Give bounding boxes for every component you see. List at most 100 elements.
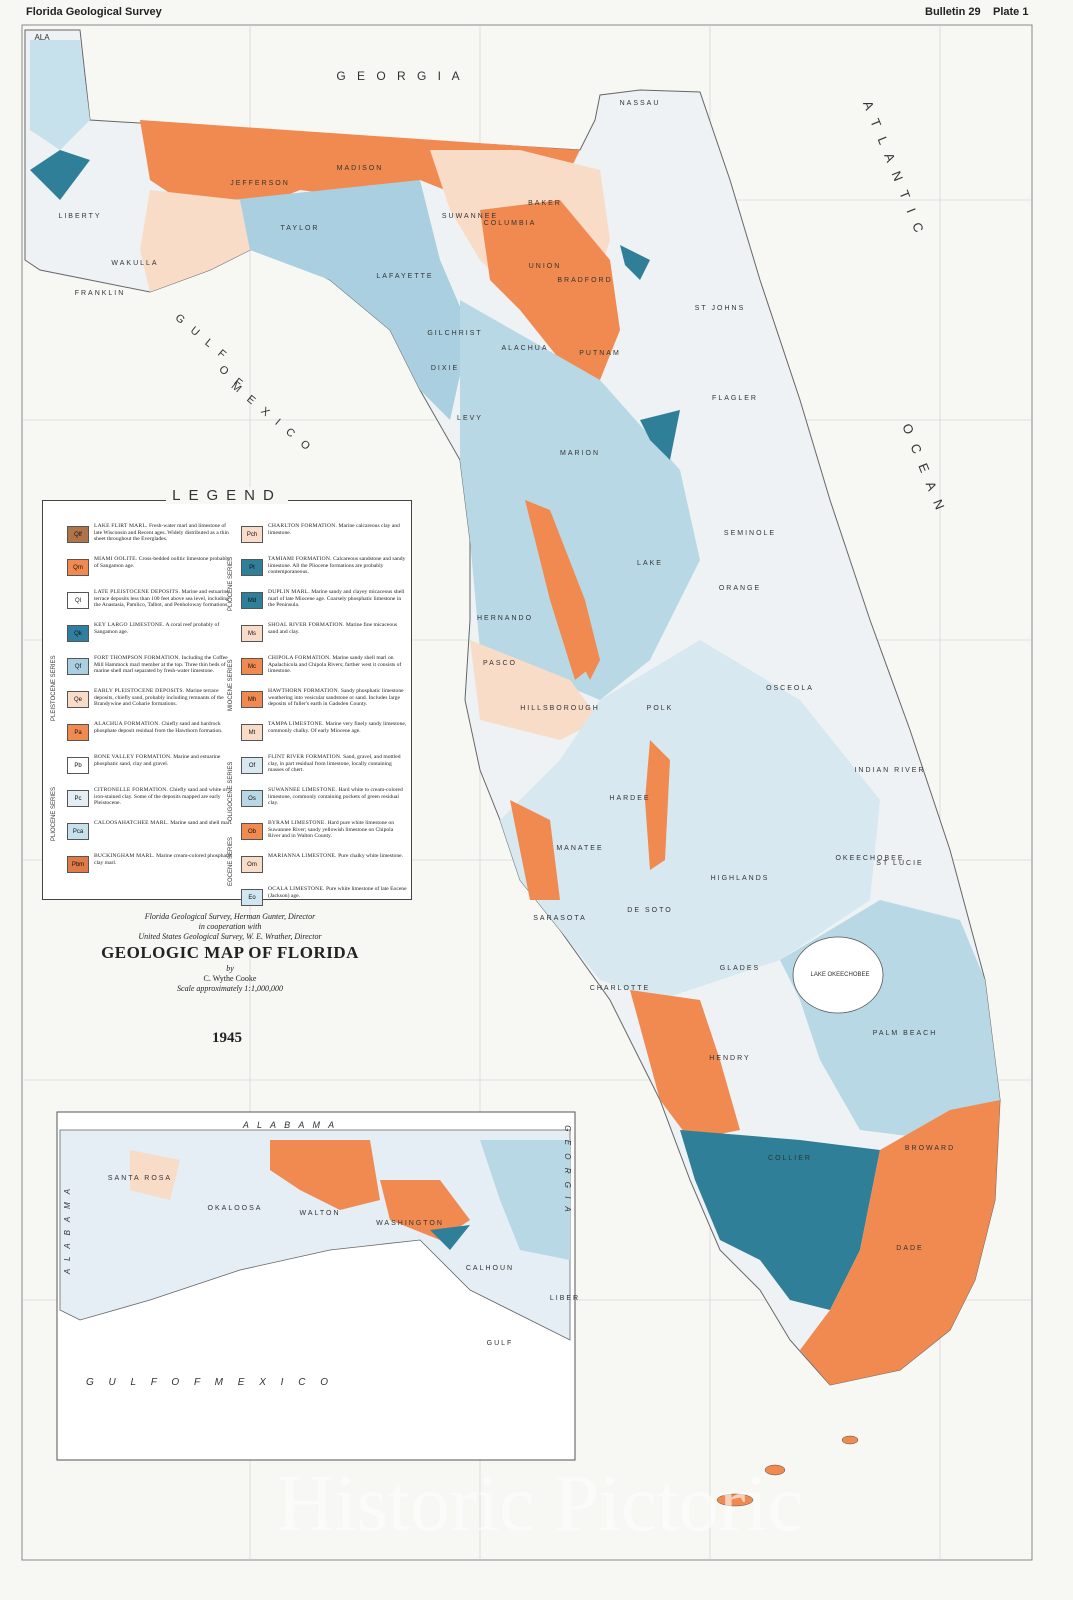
county-label: ST JOHNS	[695, 305, 746, 312]
county-label: OSCEOLA	[766, 685, 814, 692]
legend-item: Pch CHARLTON FORMATION. Marine calcareous…	[235, 523, 407, 556]
legend-item: Md DUPLIN MARL. Marine sandy and clayey m…	[235, 589, 407, 622]
county-label: HILLSBOROUGH	[520, 705, 600, 712]
legend-name: ALACHUA FORMATION.	[94, 721, 161, 727]
county-label: HARDEE	[609, 795, 650, 802]
county-label: PASCO	[483, 660, 517, 667]
header-plate: Plate 1	[993, 6, 1029, 18]
county-label: GLADES	[720, 965, 760, 972]
legend-name: CHIPOLA FORMATION.	[268, 655, 331, 661]
county-label: GULF	[487, 1340, 514, 1347]
county-label: HENDRY	[709, 1055, 750, 1062]
byline: by	[226, 964, 234, 973]
legend-item: Ob BYRAM LIMESTONE. Hard pure white limes…	[235, 820, 407, 853]
legend-item: Om MARIANNA LIMESTONE. Pure chalky white …	[235, 853, 407, 886]
map-label: ALA	[34, 33, 50, 42]
legend-desc: Chiefly sand and hardrock phosphate depo…	[94, 721, 223, 734]
inset-label: A L A B A M A	[242, 1120, 337, 1130]
watermark: Historic Pictoric	[277, 1460, 804, 1548]
legend-name: LAKE FLIRT MARL.	[94, 523, 148, 529]
header-bulletin: Bulletin 29	[925, 6, 981, 18]
legend-name: EARLY PLEISTOCENE DEPOSITS.	[94, 688, 185, 694]
legend-item: Os SUWANNEE LIMESTONE. Hard white to crea…	[235, 787, 407, 820]
county-label: NASSAU	[620, 100, 661, 107]
county-label: INDIAN RIVER	[854, 767, 925, 774]
geology	[30, 40, 1000, 1385]
series-label: PLIOCENE SERIES	[51, 786, 57, 841]
series-label: EOCENE SERIES	[228, 836, 234, 886]
legend-item: Qf FORT THOMPSON FORMATION. Including the…	[61, 655, 233, 688]
county-label: SANTA ROSA	[108, 1175, 172, 1182]
legend-text: MIAMI OOLITE. Cross-bedded oolitic limes…	[94, 556, 233, 569]
legend-text: BONE VALLEY FORMATION. Marine and estuar…	[94, 754, 233, 767]
legend-text: BUCKINGHAM MARL. Marine cream-colored ph…	[94, 853, 233, 866]
author: C. Wythe Cooke	[203, 974, 257, 983]
legend-title-text: LEGEND	[166, 487, 288, 504]
legend-desc: Pure white limestone of late Eocene (Jac…	[268, 886, 407, 899]
legend-text: OCALA LIMESTONE. Pure white limestone of…	[268, 886, 407, 899]
county-label: COLLIER	[768, 1155, 812, 1162]
legend-swatch: Qk	[67, 625, 89, 642]
legend-swatch: Qm	[67, 559, 89, 576]
legend-text: LATE PLEISTOCENE DEPOSITS. Marine and es…	[94, 589, 233, 609]
county-label: FLAGLER	[712, 395, 758, 402]
county-label: HIGHLANDS	[711, 875, 770, 882]
legend-desc: Fresh-water marl and limestone of late W…	[94, 523, 229, 543]
series-label: MIOCENE SERIES	[228, 659, 234, 711]
legend-desc: Pure chalky white limestone.	[338, 853, 403, 859]
inset-label: A L A B A M A	[63, 1186, 72, 1275]
county-label: POLK	[647, 705, 674, 712]
inset-geology	[130, 1140, 570, 1260]
legend-item: Ql LATE PLEISTOCENE DEPOSITS. Marine and …	[61, 589, 233, 622]
credit: in cooperation with	[198, 922, 262, 931]
legend-swatch: Qe	[67, 691, 89, 708]
county-label: HERNANDO	[477, 615, 533, 622]
series-label: OLIGOCENE SERIES	[228, 761, 234, 821]
county-label: GILCHRIST	[427, 330, 482, 337]
legend-desc: Marine and estuarine phosphatic sand, cl…	[94, 754, 221, 767]
legend-swatch: Os	[241, 790, 263, 807]
county-label: BRADFORD	[557, 277, 612, 284]
county-label: LIBERTY	[58, 213, 101, 220]
county-label: SUWANNEE	[442, 213, 498, 220]
keys	[716, 1435, 859, 1507]
legend-text: HAWTHORN FORMATION. Sandy phosphatic lim…	[268, 688, 407, 708]
legend-text: BYRAM LIMESTONE. Hard pure white limesto…	[268, 820, 407, 840]
county-label: CALHOUN	[466, 1265, 514, 1272]
legend-desc: Hard white to cream-colored limestone, c…	[268, 787, 403, 807]
legend-text: CITRONELLE FORMATION. Chiefly sand and w…	[94, 787, 233, 807]
legend-desc: A coral reef probably of Sangamon age.	[94, 622, 220, 635]
legend-name: SUWANNEE LIMESTONE.	[268, 787, 337, 793]
county-label: SARASOTA	[533, 915, 587, 922]
map-label: LAKE OKEECHOBEE	[810, 972, 869, 978]
legend-name: SHOAL RIVER FORMATION.	[268, 622, 345, 628]
legend-item: Qk KEY LARGO LIMESTONE. A coral reef prob…	[61, 622, 233, 655]
legend-name: BYRAM LIMESTONE.	[268, 820, 327, 826]
county-label: OKALOOSA	[208, 1205, 263, 1212]
county-label: DE SOTO	[627, 907, 672, 914]
legend-name: CALOOSAHATCHEE MARL.	[94, 820, 169, 826]
county-label: MADISON	[337, 165, 384, 172]
legend-name: BUCKINGHAM MARL.	[94, 853, 155, 859]
county-label: BAKER	[528, 200, 562, 207]
inset-land	[59, 1129, 571, 1341]
legend-item: Mc CHIPOLA FORMATION. Marine sandy shell …	[235, 655, 407, 688]
legend-item: Pc CITRONELLE FORMATION. Chiefly sand and…	[61, 787, 233, 820]
legend-swatch: Pbm	[67, 856, 89, 873]
county-label: MARION	[560, 450, 600, 457]
legend-text: TAMIAMI FORMATION. Calcareous sandstone …	[268, 556, 407, 576]
county-label: DIXIE	[431, 365, 459, 372]
legend-swatch: Ql	[67, 592, 89, 609]
legend-column: Pch CHARLTON FORMATION. Marine calcareous…	[235, 523, 407, 919]
legend-name: FLINT RIVER FORMATION.	[268, 754, 342, 760]
legend-column: Qlf LAKE FLIRT MARL. Fresh-water marl and…	[61, 523, 233, 886]
legend-swatch: Pc	[67, 790, 89, 807]
title-block: Florida Geological Survey, Herman Gunter…	[70, 912, 390, 994]
county-label: SEMINOLE	[724, 530, 776, 537]
legend-swatch: Md	[241, 592, 263, 609]
legend-name: LATE PLEISTOCENE DEPOSITS.	[94, 589, 181, 595]
inset-label: G U L F O F M E X I C O	[86, 1377, 334, 1388]
legend-desc: Marine sandy shell marl on Apalachicola …	[268, 655, 402, 675]
legend-name: BONE VALLEY FORMATION.	[94, 754, 172, 760]
